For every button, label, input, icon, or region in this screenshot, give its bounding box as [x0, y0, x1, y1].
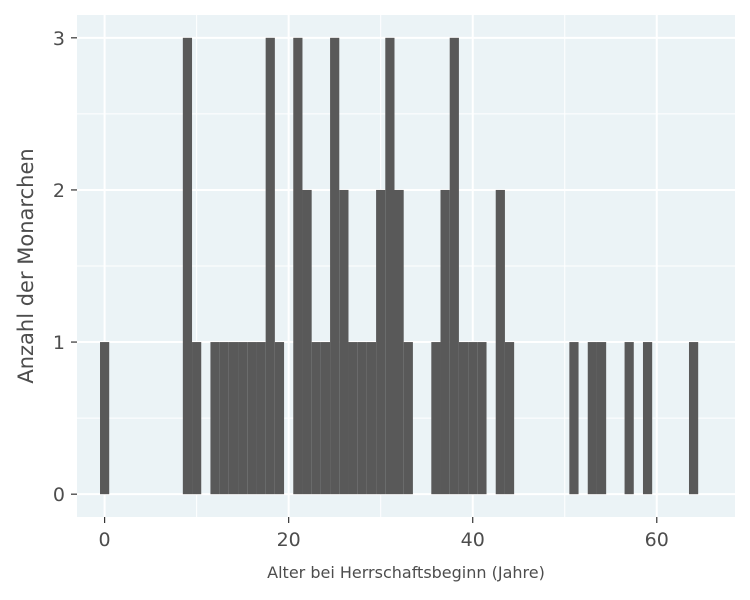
- histogram-bar: [431, 342, 441, 495]
- histogram-bar: [449, 37, 459, 495]
- x-axis-ticks: 0 20 40 60: [99, 517, 669, 551]
- y-axis-title: Anzahl der Monarchen: [14, 148, 38, 383]
- histogram-bar: [274, 342, 285, 495]
- histogram-bar: [468, 342, 478, 495]
- histogram-bar: [311, 342, 321, 495]
- histogram-bar: [348, 342, 358, 495]
- histogram-bar: [228, 342, 239, 495]
- histogram-bar: [100, 342, 110, 495]
- histogram-bar: [495, 189, 505, 495]
- histogram-bar: [403, 342, 413, 495]
- y-tick-label: 2: [53, 180, 65, 202]
- histogram-bar: [293, 37, 303, 495]
- histogram-bar: [596, 342, 607, 495]
- y-tick-label: 1: [53, 332, 65, 354]
- y-axis-ticks: 0 1 2 3: [53, 28, 77, 506]
- x-tick-label: 40: [461, 529, 485, 551]
- histogram-bar: [357, 342, 367, 495]
- histogram-bar: [182, 37, 193, 495]
- histogram-bar: [219, 342, 229, 495]
- histogram-bar: [569, 342, 579, 495]
- histogram-bar: [385, 37, 395, 495]
- x-tick-label: 0: [99, 529, 111, 551]
- histogram-bar: [587, 342, 597, 495]
- x-tick-label: 20: [277, 529, 301, 551]
- y-tick-label: 3: [53, 28, 65, 50]
- histogram-bar: [192, 342, 202, 495]
- histogram-bar: [477, 342, 487, 495]
- histogram-bar: [504, 342, 515, 495]
- histogram-bar: [458, 342, 469, 495]
- histogram-bar: [330, 37, 340, 495]
- histogram-bar: [247, 342, 257, 495]
- histogram-bar: [440, 189, 450, 495]
- histogram-bar: [376, 189, 386, 495]
- x-tick-label: 60: [645, 529, 669, 551]
- x-axis-title: Alter bei Herrschaftsbeginn (Jahre): [267, 563, 545, 582]
- histogram-bar: [256, 342, 266, 495]
- histogram-bar: [265, 37, 275, 495]
- histogram-bar: [339, 189, 349, 495]
- y-tick-label: 0: [53, 484, 65, 506]
- histogram-bar: [642, 342, 653, 495]
- histogram-bars: [100, 37, 699, 495]
- histogram-bar: [624, 342, 634, 495]
- histogram-bar: [688, 342, 699, 495]
- histogram-bar: [320, 342, 331, 495]
- histogram-bar: [394, 189, 404, 495]
- histogram-bar: [366, 342, 377, 495]
- histogram-bar: [302, 189, 312, 495]
- histogram-bar: [210, 342, 220, 495]
- histogram-bar: [238, 342, 248, 495]
